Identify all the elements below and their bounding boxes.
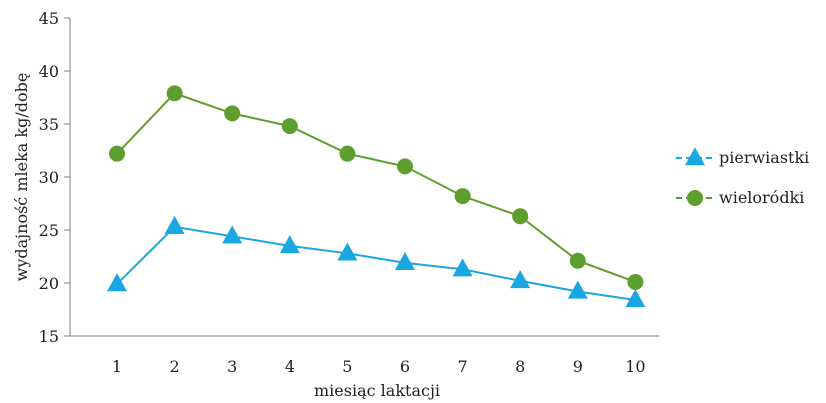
legend-marker: [685, 147, 705, 166]
data-point: [452, 258, 473, 277]
y-tick-labels: 15 20 25 30 35 40 45: [39, 9, 70, 346]
x-tick-label: 6: [400, 357, 410, 376]
data-point: [109, 145, 125, 162]
series-wieloródki: [109, 85, 644, 290]
legend: pierwiastki wieloródki: [676, 147, 809, 207]
data-point: [627, 273, 644, 290]
x-tick-label: 1: [112, 357, 122, 376]
x-tick-label: 7: [458, 357, 468, 376]
y-axis-title: wydajność mleka kg/dobę: [12, 73, 31, 282]
y-tick-label: 40: [39, 62, 59, 81]
legend-item: wieloródki: [676, 188, 804, 207]
data-point: [569, 252, 586, 269]
data-point: [454, 188, 471, 205]
data-point: [567, 280, 588, 299]
data-point: [279, 235, 300, 254]
series-line: [116, 92, 636, 283]
y-tick-label: 30: [39, 168, 59, 187]
data-point: [166, 85, 183, 102]
data-point: [337, 242, 358, 261]
data-point: [164, 216, 185, 235]
y-tick-label: 45: [39, 9, 59, 28]
legend-marker: [687, 190, 703, 206]
data-point: [281, 118, 298, 135]
x-tick-label: 10: [625, 357, 645, 376]
legend-item: pierwiastki: [676, 147, 809, 167]
series-layer: [107, 85, 646, 308]
y-tick-label: 20: [39, 274, 59, 293]
y-tick-label: 35: [39, 115, 59, 134]
series-line: [116, 225, 636, 301]
data-point: [395, 252, 415, 271]
data-point: [625, 289, 646, 308]
x-tick-label: 8: [515, 357, 525, 376]
data-point: [222, 225, 243, 244]
data-point: [510, 270, 531, 289]
x-tick-label: 5: [342, 357, 352, 376]
y-tick-label: 15: [39, 327, 59, 346]
data-point: [339, 145, 356, 162]
data-point: [397, 158, 413, 175]
x-axis-title: miesiąc laktacji: [314, 381, 440, 400]
x-tick-labels: 1 2 3 4 5 6 7 8 9 10: [112, 357, 646, 376]
data-point: [107, 273, 127, 292]
x-tick-label: 2: [170, 357, 180, 376]
data-point: [224, 105, 241, 122]
x-tick-label: 9: [573, 357, 583, 376]
legend-label: pierwiastki: [719, 148, 809, 167]
series-pierwiastki: [107, 216, 646, 308]
x-tick-label: 4: [285, 357, 295, 376]
y-tick-label: 25: [39, 221, 59, 240]
axes: [69, 18, 660, 337]
x-tick-label: 3: [227, 357, 237, 376]
data-point: [512, 208, 529, 225]
legend-label: wieloródki: [719, 188, 804, 207]
